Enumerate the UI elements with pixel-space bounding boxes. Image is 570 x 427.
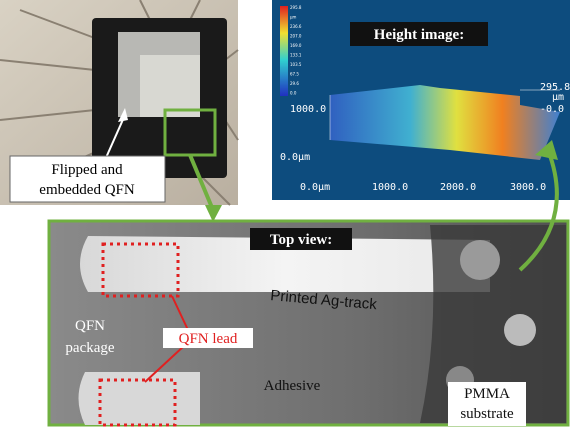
z-label: µm [552,92,564,103]
photo-label: Flipped and [51,162,123,178]
colorbar-label: 169.0 [290,43,302,48]
photo-label: embedded QFN [39,182,135,198]
package-label: QFN [75,318,105,334]
substrate-label: substrate [460,406,514,422]
y-label: 0.0µm [280,152,310,163]
adhesive-label: Adhesive [264,378,321,394]
colorbar-label: 236.6 [290,24,302,29]
top-view-title: Top view: [270,232,332,248]
colorbar-label: µm [290,15,297,20]
lead-label: QFN lead [179,331,238,347]
arrows [188,149,559,272]
colorbar-label: 29.6 [290,81,299,86]
z-label: 295.8 [540,82,570,93]
colorbar-label: 0.0 [290,91,297,96]
top-view: Top view: Printed Ag-track QFN package Q… [47,219,570,427]
colorbar-label: 133.1 [290,53,302,58]
colorbar-label: 103.5 [290,62,302,67]
arrow-head [205,205,222,222]
substrate-label: PMMA [464,386,510,402]
x-label: 3000.0 [510,182,546,193]
package-label: package [65,340,114,356]
height-title: Height image: [374,27,464,43]
x-label: 0.0µm [300,182,330,193]
x-label: 1000.0 [372,182,408,193]
y-label: 1000.0 [290,104,326,115]
qfn-photo: Flipped and embedded QFN [0,0,239,206]
colorbar-label: 295.8 [290,5,302,10]
colorbar-label: 67.5 [290,72,299,77]
z-label: -0.0 [540,104,564,115]
height-image: 295.8µm236.6207.0169.0133.1103.567.529.6… [272,0,570,200]
arrow-head [535,140,558,160]
colorbar-label: 207.0 [290,34,302,39]
x-label: 2000.0 [440,182,476,193]
